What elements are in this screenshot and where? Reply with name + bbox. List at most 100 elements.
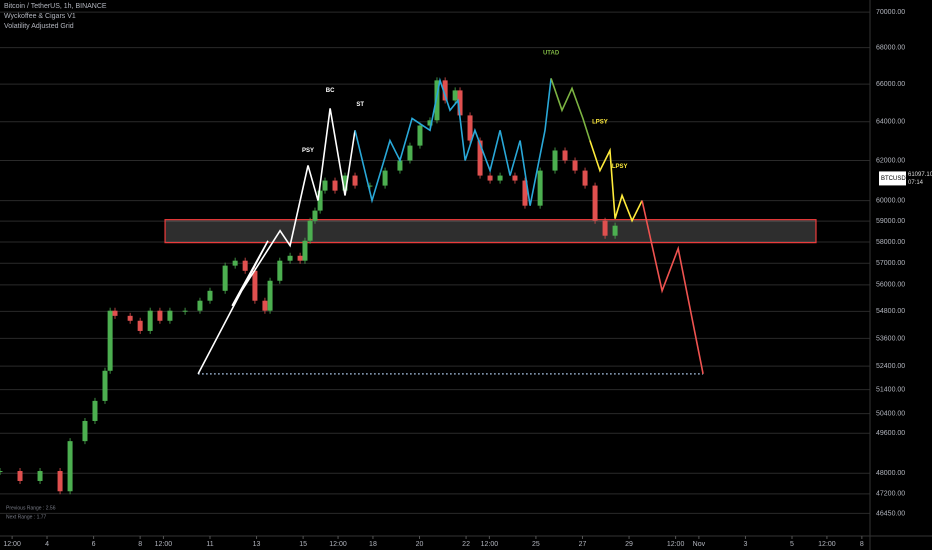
x-tick-label: 15: [299, 541, 307, 548]
candle: [317, 190, 323, 211]
candle: [342, 175, 348, 191]
y-tick-label: 70000.00: [876, 9, 905, 16]
candle: [592, 185, 598, 221]
candle: [207, 290, 213, 301]
annotation: ST: [356, 102, 364, 108]
candle: [452, 90, 458, 101]
y-tick-label: 52400.00: [876, 363, 905, 370]
x-tick-label: 20: [416, 541, 424, 548]
price-countdown: 07:14: [908, 180, 924, 186]
wyckoff-path: [197, 108, 356, 375]
candle: [262, 300, 268, 311]
x-tick-label: 29: [625, 541, 633, 548]
x-tick-label: 18: [369, 541, 377, 548]
wyckoff-path: [550, 78, 591, 141]
y-tick-label: 51400.00: [876, 387, 905, 394]
candle: [582, 170, 588, 186]
candle: [382, 170, 388, 186]
y-tick-label: 54800.00: [876, 308, 905, 315]
wyckoff-path: [641, 200, 704, 374]
indicator-label: Volatility Adjusted Grid: [4, 23, 74, 30]
candle: [57, 471, 63, 492]
x-tick-label: 8: [860, 541, 864, 548]
x-tick-label: 12:00: [3, 541, 21, 548]
y-tick-label: 53600.00: [876, 335, 905, 342]
candle: [147, 310, 153, 331]
candle: [267, 280, 273, 311]
indicator-label: Wyckoffee & Cigars V1: [4, 13, 76, 20]
candle: [477, 140, 483, 176]
annotation: LPSY: [612, 164, 628, 170]
y-tick-label: 49600.00: [876, 430, 905, 437]
candle: [137, 320, 143, 331]
candle: [0, 471, 3, 473]
x-tick-label: 5: [790, 541, 794, 548]
candle: [287, 255, 293, 261]
x-tick-label: 12:00: [155, 541, 173, 548]
y-tick-label: 56000.00: [876, 282, 905, 289]
candle: [602, 220, 608, 236]
candle: [442, 80, 448, 101]
x-tick-label: 12:00: [481, 541, 499, 548]
y-tick-label: 68000.00: [876, 44, 905, 51]
candle: [512, 175, 518, 181]
wyckoff-path: [589, 140, 643, 223]
wyckoff-path: [354, 77, 552, 206]
y-tick-label: 50400.00: [876, 411, 905, 418]
candle: [487, 175, 493, 181]
candle: [367, 185, 373, 187]
candle: [277, 260, 283, 281]
candle: [434, 80, 440, 121]
x-tick-label: 11: [206, 541, 213, 548]
chart-title: Bitcoin / TetherUS, 1h, BINANCE: [4, 3, 107, 10]
y-tick-label: 58000.00: [876, 239, 905, 246]
annotation: PSY: [302, 148, 314, 154]
candle: [297, 255, 303, 261]
candle: [332, 180, 338, 191]
candle: [522, 180, 528, 206]
candle: [302, 240, 308, 261]
candle: [322, 180, 328, 191]
candle: [612, 225, 618, 236]
candle: [102, 370, 108, 401]
x-tick-label: 25: [532, 541, 540, 548]
x-tick-label: 12:00: [667, 541, 685, 548]
x-tick-label: Nov: [693, 541, 706, 548]
candle: [457, 90, 463, 116]
candle: [312, 210, 318, 221]
x-tick-label: 8: [138, 541, 142, 548]
candle: [157, 310, 163, 321]
candle: [92, 400, 98, 421]
candle: [242, 260, 248, 271]
candle: [252, 270, 258, 301]
y-tick-label: 62000.00: [876, 157, 905, 164]
candle: [127, 315, 133, 321]
candle: [307, 220, 313, 241]
zone: [164, 219, 817, 244]
annotation: LPSY: [592, 119, 608, 125]
candle: [497, 175, 503, 181]
y-tick-label: 47200.00: [876, 491, 905, 498]
x-tick-label: 12:00: [818, 541, 836, 548]
candle: [562, 150, 568, 161]
candle: [407, 145, 413, 161]
y-tick-label: 60000.00: [876, 197, 905, 204]
x-tick-label: 27: [579, 541, 587, 548]
x-tick-label: 22: [462, 541, 470, 548]
candle: [467, 115, 473, 141]
price-tag: [879, 171, 906, 186]
candle: [197, 300, 203, 311]
y-tick-label: 48000.00: [876, 470, 905, 477]
candle: [82, 420, 88, 442]
stat-label: Next Range : 1.77: [6, 514, 47, 520]
x-tick-label: 12:00: [329, 541, 347, 548]
candle: [37, 471, 43, 481]
candle: [397, 160, 403, 171]
candle: [572, 160, 578, 171]
x-tick-label: 6: [92, 541, 96, 548]
candle: [182, 310, 188, 312]
annotation: BC: [326, 88, 335, 94]
stat-label: Previous Range : 2.56: [6, 505, 56, 511]
y-tick-label: 64000.00: [876, 119, 905, 126]
